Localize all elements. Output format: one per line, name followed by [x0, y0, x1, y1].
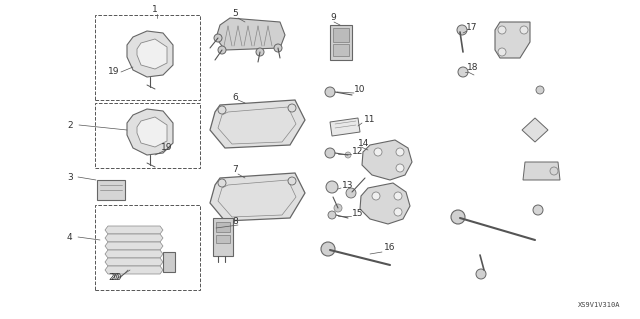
Circle shape: [396, 164, 404, 172]
Polygon shape: [522, 118, 548, 142]
Circle shape: [476, 269, 486, 279]
Text: 8: 8: [232, 218, 237, 226]
Text: 2: 2: [67, 121, 72, 130]
Circle shape: [533, 205, 543, 215]
Circle shape: [498, 26, 506, 34]
Circle shape: [374, 148, 382, 156]
Circle shape: [288, 177, 296, 185]
Circle shape: [325, 148, 335, 158]
Circle shape: [326, 181, 338, 193]
Circle shape: [394, 208, 402, 216]
Bar: [97, 180, 125, 200]
Text: 3: 3: [67, 173, 73, 182]
Bar: [95, 205, 200, 290]
Text: 14: 14: [358, 138, 369, 147]
Polygon shape: [105, 242, 163, 250]
Bar: [333, 28, 349, 42]
Circle shape: [457, 25, 467, 35]
Bar: [333, 44, 349, 56]
Text: 12: 12: [352, 146, 364, 155]
Text: 5: 5: [232, 10, 237, 19]
Text: XS9V1V310A: XS9V1V310A: [577, 302, 620, 308]
Circle shape: [396, 148, 404, 156]
Circle shape: [394, 192, 402, 200]
Polygon shape: [127, 31, 173, 77]
Text: 10: 10: [354, 85, 365, 94]
Circle shape: [334, 204, 342, 212]
Text: 20: 20: [108, 273, 120, 283]
Polygon shape: [127, 109, 173, 155]
Circle shape: [218, 106, 226, 114]
Polygon shape: [105, 226, 163, 234]
Polygon shape: [523, 162, 560, 180]
Polygon shape: [105, 266, 163, 274]
Circle shape: [321, 242, 335, 256]
Circle shape: [288, 104, 296, 112]
Polygon shape: [210, 100, 305, 148]
Polygon shape: [360, 183, 410, 224]
Text: 11: 11: [364, 115, 376, 124]
Circle shape: [345, 152, 351, 158]
Text: 7: 7: [232, 166, 237, 174]
Circle shape: [372, 192, 380, 200]
Circle shape: [328, 211, 336, 219]
Text: 15: 15: [352, 209, 364, 218]
Polygon shape: [330, 118, 360, 136]
Polygon shape: [105, 234, 163, 242]
Text: 16: 16: [384, 243, 396, 253]
Circle shape: [451, 210, 465, 224]
Polygon shape: [137, 39, 167, 69]
Circle shape: [274, 44, 282, 52]
Circle shape: [218, 46, 226, 54]
Circle shape: [346, 188, 356, 198]
Bar: [95, 103, 200, 168]
Circle shape: [256, 48, 264, 56]
Bar: [330, 25, 352, 60]
Bar: [216, 222, 230, 232]
Text: 19: 19: [161, 144, 173, 152]
Circle shape: [458, 67, 468, 77]
Polygon shape: [105, 250, 163, 258]
Bar: [95, 15, 200, 100]
Circle shape: [498, 48, 506, 56]
Text: 17: 17: [466, 23, 477, 32]
Polygon shape: [210, 173, 305, 221]
Polygon shape: [137, 117, 167, 147]
Bar: [216, 235, 230, 243]
Text: 9: 9: [330, 13, 336, 23]
Bar: [213, 218, 233, 256]
Polygon shape: [495, 22, 530, 58]
Text: 4: 4: [67, 233, 72, 241]
Bar: [163, 252, 175, 272]
Text: 13: 13: [342, 181, 353, 189]
Text: 18: 18: [467, 63, 479, 72]
Text: 19: 19: [108, 68, 120, 77]
Circle shape: [214, 34, 222, 42]
Circle shape: [325, 87, 335, 97]
Polygon shape: [216, 18, 285, 50]
Text: 6: 6: [232, 93, 237, 101]
Circle shape: [520, 26, 528, 34]
Text: 20: 20: [110, 273, 122, 283]
Circle shape: [218, 179, 226, 187]
Circle shape: [550, 167, 558, 175]
Text: 1: 1: [152, 4, 157, 13]
Polygon shape: [362, 140, 412, 180]
Circle shape: [536, 86, 544, 94]
Polygon shape: [105, 258, 163, 266]
